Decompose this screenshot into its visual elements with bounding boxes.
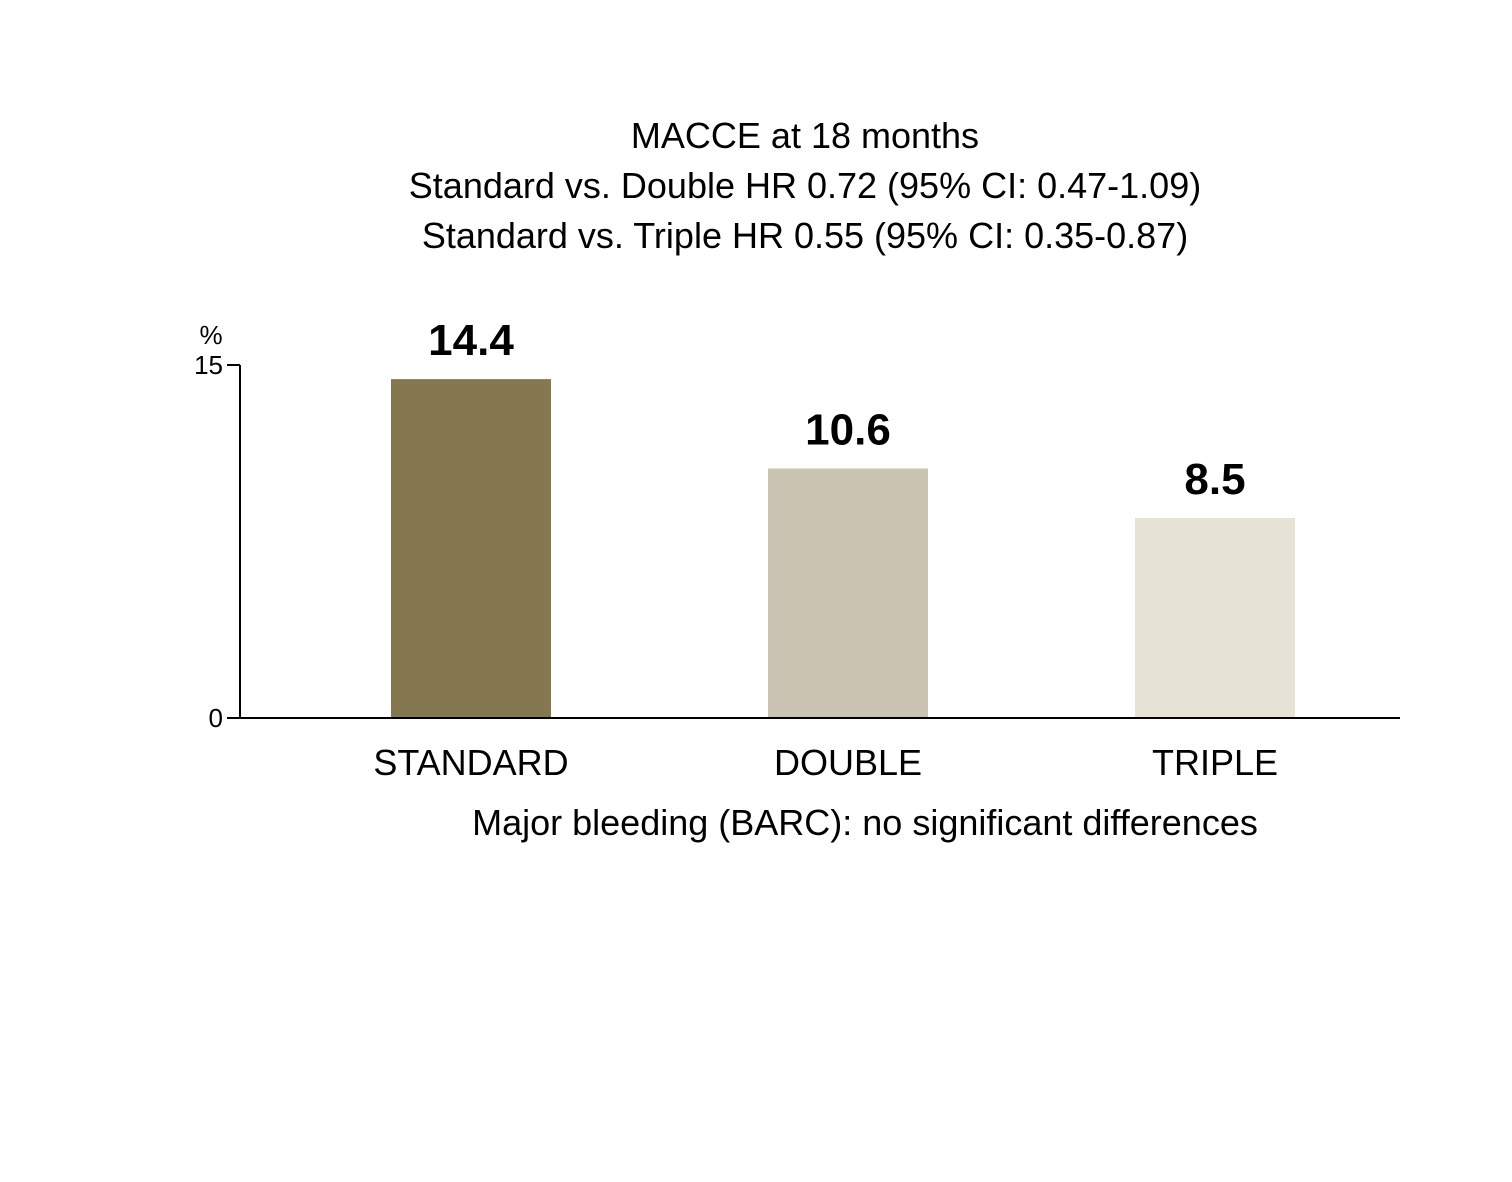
value-labels: 14.4 10.6 8.5 (428, 316, 1245, 504)
y-tick-label: 15 (194, 350, 223, 380)
title-line-3: Standard vs. Triple HR 0.55 (95% CI: 0.3… (422, 215, 1188, 256)
x-category-label: DOUBLE (774, 742, 922, 783)
y-tick-label: 0 (209, 703, 223, 733)
y-axis-unit-label: % (199, 320, 222, 350)
bar (1135, 517, 1295, 718)
footnote: Major bleeding (BARC): no significant di… (472, 802, 1258, 843)
x-category-label: TRIPLE (1152, 742, 1278, 783)
chart-title: MACCE at 18 months Standard vs. Double H… (409, 115, 1201, 256)
bar-value-label: 10.6 (805, 406, 891, 455)
x-category-label: STANDARD (373, 742, 568, 783)
bars (391, 379, 1295, 718)
title-line-2: Standard vs. Double HR 0.72 (95% CI: 0.4… (409, 165, 1201, 206)
bar (391, 379, 551, 718)
title-line-1: MACCE at 18 months (631, 115, 979, 156)
bar-value-label: 14.4 (428, 316, 514, 365)
bar (768, 468, 928, 718)
y-axis: 0 15 (194, 350, 241, 733)
bar-value-label: 8.5 (1184, 455, 1245, 504)
x-axis-labels: STANDARD DOUBLE TRIPLE (373, 742, 1278, 783)
